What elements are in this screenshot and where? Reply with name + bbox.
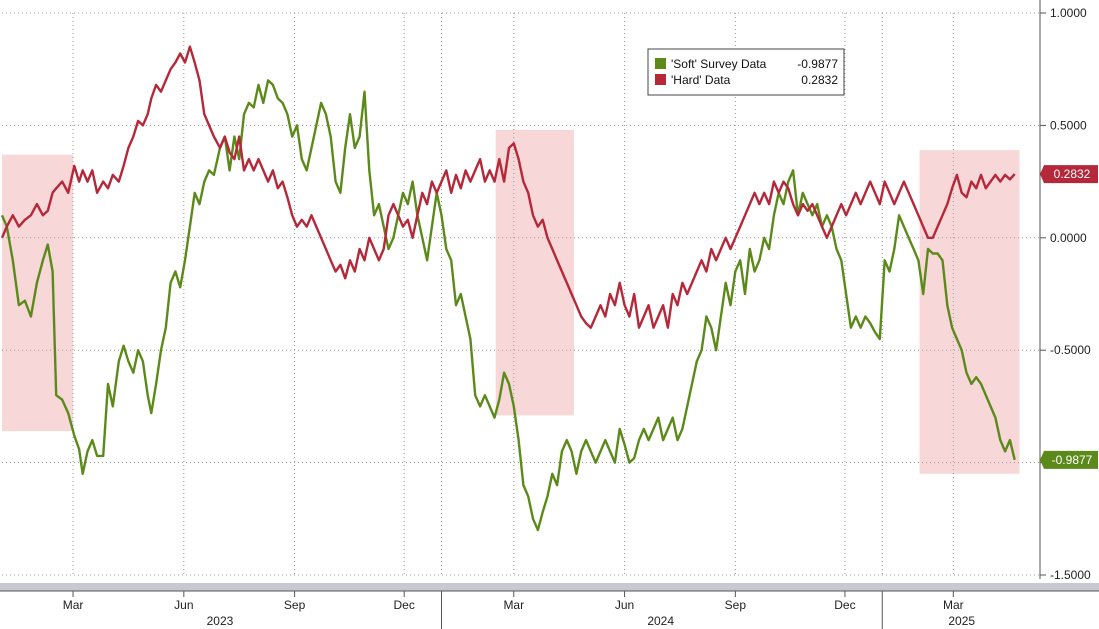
x-tick-label: Jun (615, 598, 634, 612)
x-tick-label: Mar (503, 598, 524, 612)
last-value-badge (1040, 450, 1098, 469)
y-tick-label: -0.5000 (1050, 343, 1091, 357)
series-lines (0, 45, 1016, 532)
x-year-label: 2024 (647, 614, 674, 628)
last-value-label: 0.2832 (1054, 167, 1091, 181)
legend-entry-value: 0.2832 (801, 73, 838, 87)
shaded-period-3 (919, 150, 1020, 474)
x-tick-label: Dec (834, 598, 855, 612)
y-tick-label: 0.0000 (1050, 231, 1087, 245)
series-line-hard-data (0, 45, 1016, 329)
x-tick-label: Sep (284, 598, 306, 612)
legend-entry-value: -0.9877 (797, 57, 838, 71)
shaded-period-2 (495, 129, 574, 416)
legend-swatch (655, 74, 666, 85)
series-line-soft-survey-data (0, 79, 1016, 532)
x-tick-label: Dec (394, 598, 415, 612)
legend: 'Soft' Survey Data -0.9877 'Hard' Data 0.28… (647, 48, 845, 96)
time-scrollbar[interactable] (0, 583, 1099, 591)
last-value-badges: -0.9877 0.2832 (1040, 165, 1098, 469)
legend-box (647, 48, 845, 96)
x-tick-label: Jun (174, 598, 193, 612)
last-value-label: -0.9877 (1052, 453, 1093, 467)
x-tick-label: Mar (63, 598, 84, 612)
legend-entry-name: 'Hard' Data (671, 73, 731, 87)
legend-entry-name: 'Soft' Survey Data (671, 57, 767, 71)
y-tick-label: 0.5000 (1050, 118, 1087, 132)
legend-swatch (655, 58, 666, 69)
y-tick-label: 1.0000 (1050, 6, 1087, 20)
y-tick-label: -1.5000 (1050, 568, 1091, 582)
x-year-label: 2023 (207, 614, 234, 628)
shaded-periods (2, 129, 1020, 474)
last-value-badge (1040, 165, 1098, 184)
x-tick-label: Sep (725, 598, 747, 612)
shaded-period-1 (2, 154, 74, 432)
x-tick-label: Mar (943, 598, 964, 612)
x-year-label: 2025 (948, 614, 975, 628)
